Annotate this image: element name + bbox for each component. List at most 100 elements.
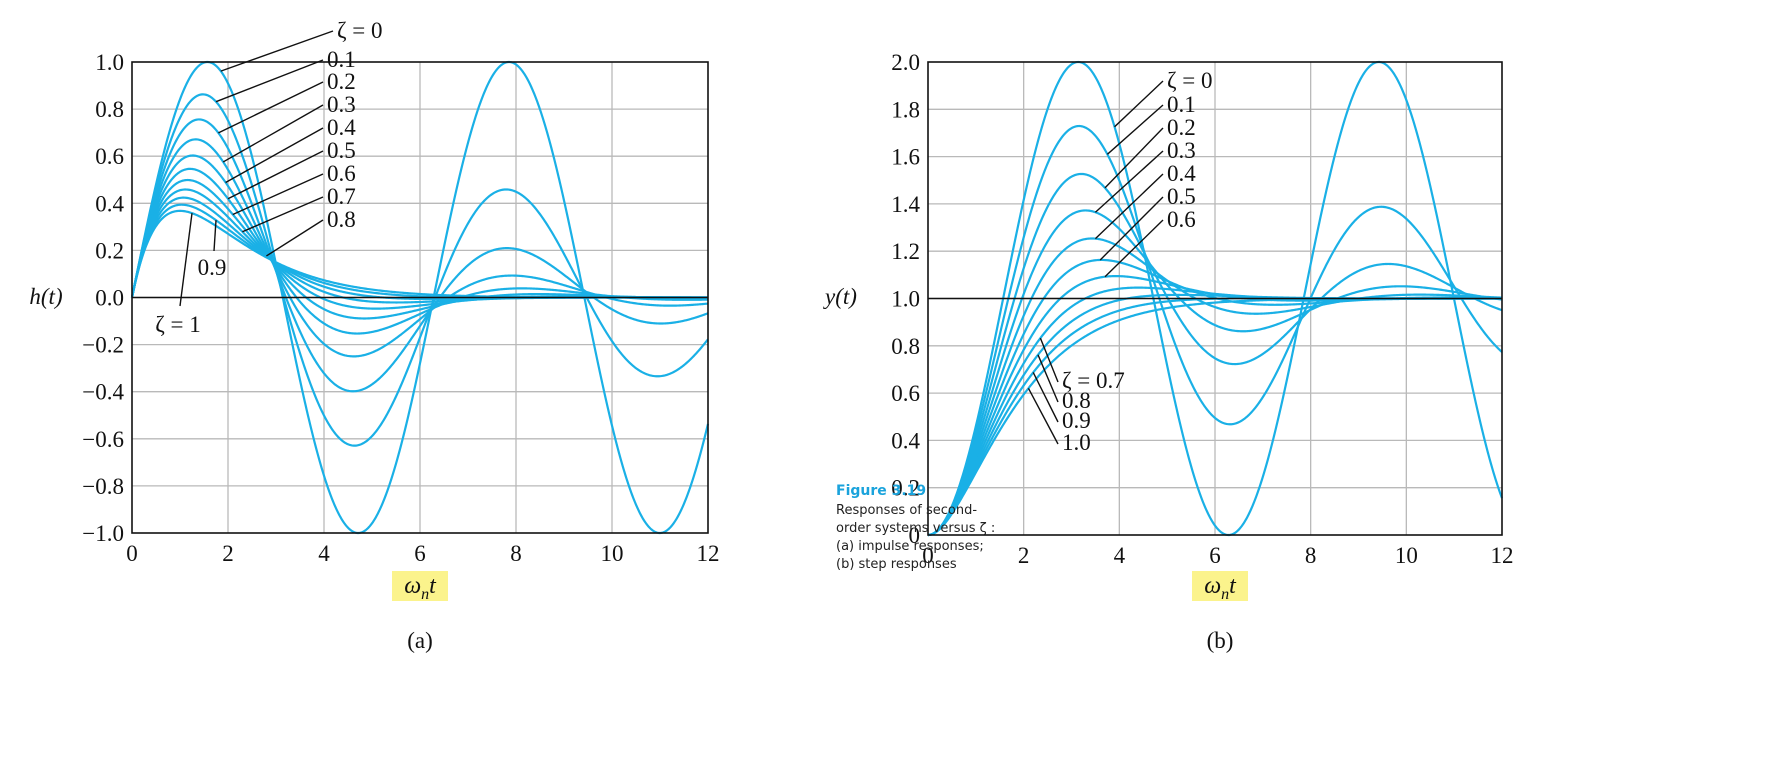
y-tick-label: 1.0: [95, 50, 124, 75]
annotation-leader: [232, 173, 324, 216]
annotation-label: 0.3: [327, 92, 356, 117]
x-axis-label-highlight: [392, 571, 448, 601]
annotation-label: 0.9: [1062, 408, 1091, 433]
series-line-zeta-0.2: [927, 172, 1503, 537]
annotation-leader: [1104, 219, 1164, 278]
series-line-zeta-0.1: [927, 124, 1503, 537]
plot-frame: [927, 61, 1503, 536]
annotation-leader: [1094, 150, 1164, 213]
series-line-zeta-0.3: [927, 209, 1503, 537]
figure-caption-text: Responses of second-order systems versus…: [836, 503, 996, 572]
y-tick-label: 0.4: [891, 428, 920, 453]
y-tick-label: 1.2: [891, 239, 920, 264]
annotation-label: 0.9: [198, 255, 227, 280]
series-line-zeta-0.2: [130, 118, 709, 393]
annotation-leader: [1032, 372, 1059, 423]
y-tick-label: 0.6: [891, 381, 920, 406]
annotation-leader: [1039, 337, 1059, 383]
figure-label: Figure 3.19: [836, 483, 927, 499]
y-axis-label: y(t): [823, 284, 857, 309]
annotation-label: 1.0: [1062, 430, 1091, 455]
annotation-leader: [1106, 104, 1164, 155]
y-tick-label: −0.8: [82, 474, 124, 499]
annotation-label: 0.3: [1167, 138, 1196, 163]
x-tick-label: 0: [126, 541, 138, 566]
annotation-leader: [1094, 173, 1164, 240]
y-tick-label: −1.0: [82, 521, 124, 546]
y-tick-label: 0.8: [891, 334, 920, 359]
x-axis-label-highlight: [1192, 571, 1248, 601]
annotation-label: 0.5: [1167, 184, 1196, 209]
x-tick-label: 6: [1209, 543, 1221, 568]
x-tick-label: 2: [222, 541, 234, 566]
annotation-label: 0.4: [1167, 161, 1196, 186]
panel-label: (a): [407, 628, 433, 653]
plot-frame: [131, 61, 709, 534]
annotation-leader: [215, 59, 324, 103]
annotation-leader: [1027, 387, 1059, 445]
y-axis-label: h(t): [29, 284, 62, 309]
annotation-label: ζ = 0: [337, 18, 383, 43]
annotation-leader: [225, 127, 324, 184]
annotation-leader: [179, 213, 193, 307]
x-tick-label: 8: [510, 541, 522, 566]
y-tick-label: 1.4: [891, 192, 920, 217]
x-tick-label: 0: [922, 543, 934, 568]
annotation-label: 0.6: [1167, 207, 1196, 232]
x-tick-label: 4: [1114, 543, 1126, 568]
annotation-label: 0.1: [327, 47, 356, 72]
x-tick-label: 12: [697, 541, 720, 566]
annotation-leader: [1104, 127, 1164, 189]
annotation-leader: [213, 220, 217, 252]
y-tick-label: 0.8: [95, 97, 124, 122]
annotation-leader: [1037, 354, 1059, 403]
y-tick-label: −0.2: [82, 333, 124, 358]
annotation-leader: [1114, 80, 1164, 128]
annotation-label: 0.8: [1062, 388, 1091, 413]
x-tick-label: 10: [1395, 543, 1418, 568]
annotation-label: 0.4: [327, 115, 356, 140]
annotation-leader: [222, 104, 324, 163]
annotation-label: ζ = 0.7: [1062, 368, 1125, 393]
annotation-label: 0.2: [327, 69, 356, 94]
x-tick-label: 10: [601, 541, 624, 566]
y-tick-label: 0: [909, 523, 921, 548]
annotation-leader: [266, 219, 324, 257]
series-line-zeta-0.4: [927, 237, 1503, 537]
y-tick-label: 0.4: [95, 191, 124, 216]
panel-label: (b): [1207, 628, 1234, 653]
y-tick-label: 2.0: [891, 50, 920, 75]
annotation-leader: [220, 30, 334, 72]
y-tick-label: 0.6: [95, 144, 124, 169]
series-line-zeta-0.1: [130, 93, 709, 447]
x-tick-label: 8: [1305, 543, 1317, 568]
series-line-zeta-0: [927, 60, 1504, 537]
annotation-label: 0.1: [1167, 92, 1196, 117]
x-axis-label: ωnt: [404, 573, 437, 603]
x-tick-label: 2: [1018, 543, 1030, 568]
x-tick-label: 12: [1491, 543, 1514, 568]
annotation-label: 0.8: [327, 207, 356, 232]
y-tick-label: −0.6: [82, 427, 124, 452]
annotation-label: ζ = 1: [155, 312, 201, 337]
annotation-leader: [218, 81, 324, 134]
step-response-chart: 0 2 4 6 8 10 12 2.0 1.8 1.6 1.4 1.2 1.0 0.8 0.6 0.4 0.2 0…: [823, 50, 1513, 653]
annotation-leader: [227, 150, 324, 200]
x-tick-label: 6: [414, 541, 426, 566]
y-tick-label: 1.0: [891, 287, 920, 312]
y-tick-label: 1.8: [891, 97, 920, 122]
y-tick-label: 0.2: [95, 238, 124, 263]
annotation-label: 0.7: [327, 184, 356, 209]
y-tick-label: 1.6: [891, 145, 920, 170]
annotation-label: 0.6: [327, 161, 356, 186]
y-tick-label: −0.4: [82, 380, 124, 405]
x-axis-label: ωnt: [1204, 573, 1237, 603]
y-tick-label: 0.2: [891, 476, 920, 501]
annotation-leader: [1099, 196, 1164, 261]
annotation-label: 0.5: [327, 138, 356, 163]
impulse-response-chart: 0 2 4 6 8 10 12 1.0 0.8 0.6 0.4 0.2 0.0 −0.2 −0.4 −0.6 −…: [29, 18, 719, 653]
y-tick-label: 0.0: [95, 286, 124, 311]
annotation-leader: [242, 196, 324, 233]
series-line-zeta-0.3: [130, 138, 709, 358]
